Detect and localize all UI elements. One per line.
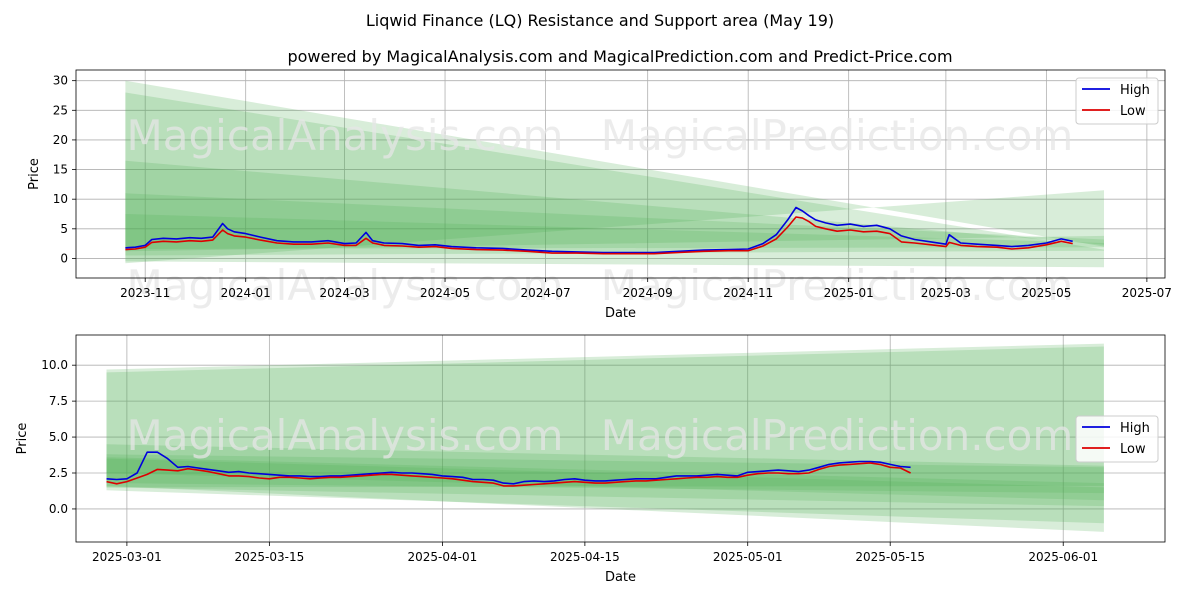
y-tick-label: 10.0: [41, 358, 68, 372]
legend-label-low: Low: [1120, 104, 1146, 119]
legend: High Low: [1075, 77, 1159, 125]
support-resistance-band: [106, 343, 1104, 488]
y-tick-label: 25: [53, 103, 68, 117]
top-chart-panel: MagicalAnalysis.com MagicalPrediction.com…: [27, 69, 1172, 321]
legend-label-low: Low: [1120, 442, 1146, 457]
legend: High Low: [1075, 415, 1159, 463]
y-tick-label: 30: [53, 74, 68, 88]
watermark: MagicalAnalysis.com: [127, 411, 564, 460]
x-tick-label: 2025-03-15: [234, 550, 304, 564]
x-tick-label: 2023-11: [120, 286, 170, 300]
x-tick-label: 2025-05-01: [713, 550, 783, 564]
y-tick-label: 2.5: [49, 466, 68, 480]
y-tick-label: 10: [53, 192, 68, 206]
series-line-low: [106, 462, 911, 487]
x-tick-label: 2024-09: [623, 286, 673, 300]
bottom-chart-panel: MagicalAnalysis.com MagicalPrediction.com…: [15, 334, 1166, 585]
support-resistance-band: [106, 458, 1104, 501]
y-tick-label: 7.5: [49, 394, 68, 408]
y-tick-label: 15: [53, 163, 68, 177]
x-tick-label: 2025-07: [1122, 286, 1172, 300]
y-axis-label: Price: [15, 423, 30, 455]
legend-label-high: High: [1120, 83, 1150, 98]
support-resistance-band: [125, 193, 1104, 256]
chart-title: Liqwid Finance (LQ) Resistance and Suppo…: [366, 11, 834, 30]
x-tick-label: 2024-05: [420, 286, 470, 300]
watermark: MagicalAnalysis.com: [127, 111, 564, 160]
y-tick-label: 5.0: [49, 430, 68, 444]
grid: [76, 70, 1165, 278]
support-resistance-band: [125, 80, 1104, 264]
x-tick-label: 2025-04-01: [408, 550, 478, 564]
x-tick-label: 2025-03: [921, 286, 971, 300]
y-tick-label: 0: [60, 251, 68, 265]
bands: [125, 80, 1104, 268]
axes-frame: [75, 69, 1166, 279]
x-axis-label: Date: [605, 570, 636, 585]
y-tick-label: 20: [53, 133, 68, 147]
support-resistance-band: [106, 457, 1104, 494]
x-tick-label: 2025-04-15: [550, 550, 620, 564]
series-line-low: [125, 216, 1073, 255]
support-resistance-band: [125, 92, 1104, 268]
x-tick-label: 2025-06-01: [1028, 550, 1098, 564]
x-tick-label: 2025-05-15: [855, 550, 925, 564]
x-tick-label: 2024-07: [520, 286, 570, 300]
legend-label-high: High: [1120, 421, 1150, 436]
y-tick-label: 5: [60, 222, 68, 236]
x-tick-label: 2025-05: [1021, 286, 1071, 300]
x-tick-label: 2025-01: [824, 286, 874, 300]
support-resistance-band: [106, 346, 1104, 532]
axes-frame: [75, 334, 1166, 543]
watermark: MagicalPrediction.com: [601, 111, 1074, 160]
watermark: MagicalPrediction.com: [601, 411, 1074, 460]
y-tick-label: 0.0: [49, 502, 68, 516]
chart-subtitle: powered by MagicalAnalysis.com and Magic…: [287, 47, 952, 66]
x-tick-label: 2024-01: [221, 286, 271, 300]
x-tick-label: 2025-03-01: [92, 550, 162, 564]
watermark: MagicalAnalysis.com: [127, 261, 564, 310]
support-resistance-band: [125, 160, 1104, 252]
grid: [76, 335, 1165, 542]
series: [106, 451, 911, 487]
series: [125, 206, 1073, 255]
watermark: MagicalPrediction.com: [601, 261, 1074, 310]
series-line-high: [106, 451, 911, 485]
x-tick-label: 2024-03: [319, 286, 369, 300]
y-axis-label: Price: [27, 158, 42, 190]
x-axis-label: Date: [605, 306, 636, 321]
series-line-high: [125, 206, 1073, 254]
x-tick-label: 2024-11: [723, 286, 773, 300]
